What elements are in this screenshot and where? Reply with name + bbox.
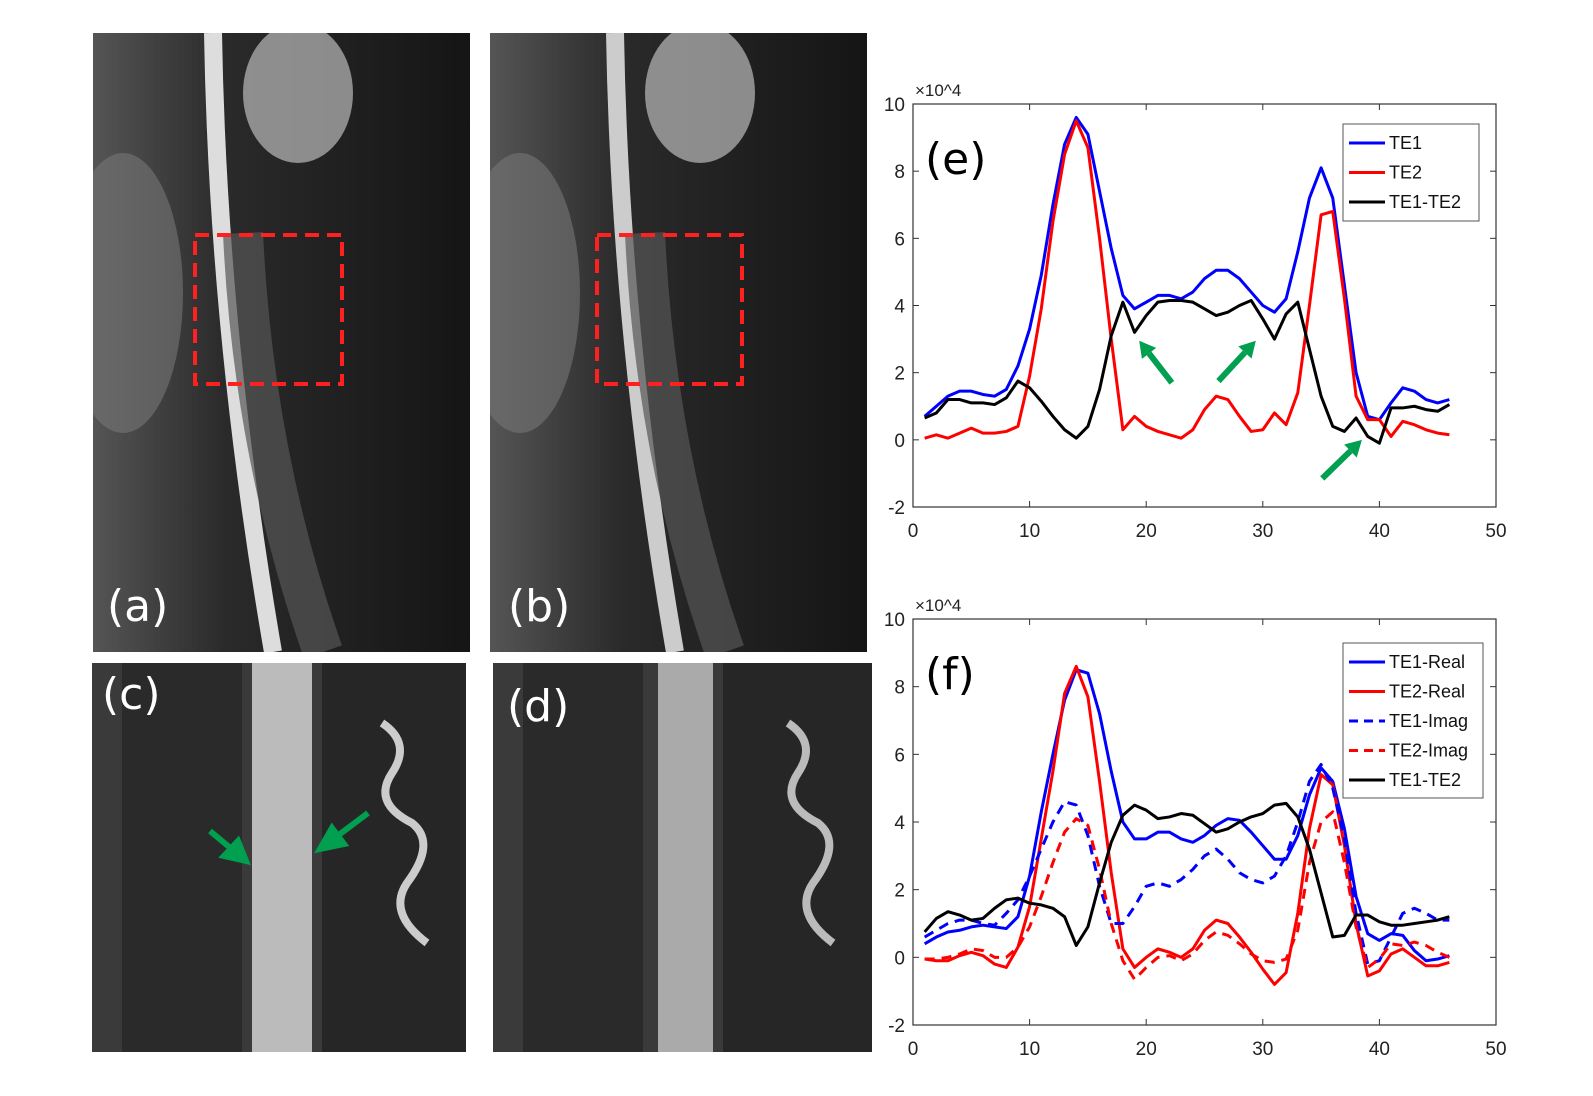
x-tick-label: 30 (1252, 521, 1273, 542)
mri-panel-d: (d) (493, 663, 872, 1052)
panel-label-d: (d) (507, 681, 570, 732)
legend-label: TE1-Imag (1389, 711, 1468, 731)
mri-image-b (490, 33, 867, 652)
series-line-te1 (923, 115, 1450, 422)
y-tick-label: 4 (894, 297, 905, 318)
panel-label-b: (b) (508, 581, 571, 632)
x-tick-label: 20 (1136, 521, 1157, 542)
y-tick-label: 8 (894, 162, 905, 183)
series-line-te1-te2 (924, 298, 1451, 445)
legend-label: TE2-Imag (1389, 741, 1468, 761)
green-arrow (208, 828, 251, 866)
y-tick-label: -2 (888, 1016, 905, 1037)
mri-panel-a: (a) (93, 33, 470, 652)
x-tick-label: 20 (1136, 1039, 1157, 1060)
series-line-te1-imag (923, 762, 1450, 966)
panel-label-a: (a) (107, 581, 169, 632)
y-tick-label: 10 (884, 95, 905, 116)
y-tick-label: -2 (888, 498, 905, 519)
x-tick-label: 30 (1252, 1039, 1273, 1060)
series-line-te2-real (924, 664, 1450, 986)
y-tick-label: 10 (884, 610, 905, 631)
green-arrow (1320, 439, 1362, 481)
x-tick-label: 0 (908, 521, 919, 542)
series-line-te2-imag (924, 810, 1450, 981)
legend: TE1-Real TE2-Real TE1-Imag TE2-Imag TE1-TE2 (1342, 642, 1484, 799)
x-tick-label: 10 (1019, 1039, 1040, 1060)
series-line-te2 (924, 119, 1450, 440)
mri-image-a (93, 33, 470, 652)
x-tick-label: 0 (908, 1039, 919, 1060)
y-tick-label: 2 (894, 364, 905, 385)
x-tick-label: 40 (1369, 1039, 1390, 1060)
exponent-label: ×10^4 (915, 81, 961, 100)
y-tick-label: 8 (894, 678, 905, 699)
y-tick-label: 6 (894, 229, 905, 250)
y-tick-label: 0 (894, 431, 905, 452)
series-line-te1-te2 (923, 801, 1450, 947)
mri-panel-c: (c) (92, 663, 466, 1052)
legend-label: TE1-TE2 (1389, 192, 1461, 212)
mri-panel-b: (b) (490, 33, 867, 652)
exponent-label: ×10^4 (915, 596, 961, 615)
x-tick-label: 50 (1485, 521, 1506, 542)
green-arrow (1216, 340, 1256, 384)
mri-image-c (122, 663, 466, 1052)
roi-box (595, 233, 744, 386)
green-arrow (1139, 340, 1175, 385)
y-tick-label: 6 (894, 745, 905, 766)
legend-label: TE2 (1389, 163, 1422, 183)
panel-label-c: (c) (102, 669, 161, 720)
legend-label: TE1-Real (1389, 652, 1465, 672)
x-tick-label: 50 (1485, 1039, 1506, 1060)
legend-label: TE2-Real (1389, 682, 1465, 702)
green-arrow (314, 810, 370, 854)
legend: TE1 TE2 TE1-TE2 (1342, 123, 1480, 222)
chart-panel-label: (f) (925, 649, 975, 700)
roi-box (193, 233, 344, 386)
x-tick-label: 40 (1369, 521, 1390, 542)
y-tick-label: 2 (894, 881, 905, 902)
y-tick-label: 4 (894, 813, 905, 834)
x-tick-label: 10 (1019, 521, 1040, 542)
legend-label: TE1-TE2 (1389, 770, 1461, 790)
chart-panel-label: (e) (925, 134, 986, 185)
legend-label: TE1 (1389, 133, 1422, 153)
y-tick-label: 0 (894, 948, 905, 969)
mri-image-d (523, 663, 872, 1052)
